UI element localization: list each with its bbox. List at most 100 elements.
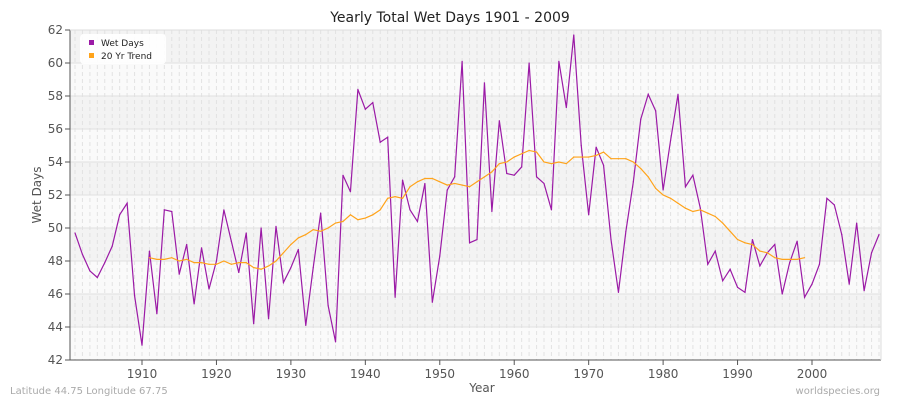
data-point-trend	[297, 237, 299, 239]
grid-band	[70, 96, 881, 129]
footer-source: worldspecies.org	[796, 386, 880, 397]
data-point-wet-days	[215, 260, 218, 262]
data-point-wet-days	[811, 283, 813, 285]
data-point-wet-days	[141, 344, 143, 346]
x-tick-label: 1910	[127, 367, 158, 381]
data-point-trend	[230, 263, 232, 265]
data-point-trend	[327, 227, 329, 229]
chart-title: Yearly Total Wet Days 1901 - 2009	[329, 10, 570, 26]
data-point-trend	[729, 230, 731, 232]
x-tick-label: 1930	[276, 367, 307, 381]
data-point-wet-days	[677, 93, 679, 95]
y-tick-label: 48	[48, 254, 63, 268]
grid-band	[70, 327, 881, 360]
data-point-wet-days	[722, 280, 724, 282]
data-point-wet-days	[178, 273, 180, 275]
data-point-trend	[662, 194, 664, 196]
data-point-wet-days	[468, 242, 471, 244]
x-tick-label: 1990	[722, 367, 753, 381]
y-tick-label: 50	[48, 221, 63, 235]
data-point-wet-days	[736, 286, 739, 288]
data-point-wet-days	[856, 222, 858, 224]
x-tick-label: 1950	[425, 367, 456, 381]
data-point-wet-days	[521, 166, 523, 168]
data-point-trend	[282, 252, 285, 254]
data-point-wet-days	[89, 270, 91, 272]
data-point-trend	[275, 260, 277, 262]
grid-band	[70, 162, 881, 195]
data-point-wet-days	[416, 220, 419, 222]
data-point-trend	[342, 220, 344, 222]
data-point-trend	[424, 177, 426, 180]
data-point-wet-days	[81, 253, 84, 255]
data-point-trend	[610, 158, 612, 160]
data-point-trend	[625, 158, 627, 160]
data-point-wet-days	[640, 118, 642, 120]
data-point-trend	[677, 202, 679, 204]
data-point-wet-days	[617, 291, 620, 293]
data-point-wet-days	[550, 209, 553, 211]
y-tick-label: 60	[48, 56, 63, 70]
grid-band	[70, 129, 881, 162]
data-point-trend	[655, 187, 657, 189]
data-point-trend	[528, 149, 530, 152]
data-point-wet-days	[699, 207, 701, 209]
data-point-trend	[193, 262, 195, 264]
data-point-trend	[364, 217, 366, 219]
data-point-wet-days	[74, 232, 76, 234]
data-point-trend	[439, 181, 441, 183]
data-point-trend	[699, 209, 701, 211]
grid-band	[70, 294, 881, 327]
x-axis-label: Year	[468, 381, 494, 395]
y-tick-label: 56	[48, 122, 63, 136]
data-point-trend	[774, 257, 776, 259]
data-point-wet-days	[707, 263, 709, 265]
y-tick-label: 46	[48, 287, 63, 301]
data-point-trend	[163, 258, 165, 260]
data-point-trend	[238, 262, 240, 264]
data-point-wet-days	[223, 209, 225, 211]
data-point-trend	[454, 182, 456, 185]
data-point-trend	[409, 186, 411, 188]
data-point-trend	[178, 260, 180, 262]
data-point-wet-days	[714, 250, 716, 252]
data-point-wet-days	[327, 304, 329, 307]
data-point-wet-days	[848, 283, 850, 285]
data-point-wet-days	[253, 323, 255, 325]
data-point-wet-days	[535, 176, 538, 178]
data-point-trend	[781, 258, 783, 260]
data-point-trend	[766, 252, 768, 254]
data-point-trend	[446, 184, 448, 186]
data-point-trend	[565, 163, 567, 165]
x-tick-label: 1920	[201, 367, 232, 381]
data-point-trend	[632, 161, 634, 163]
data-point-wet-days	[625, 230, 627, 232]
data-point-trend	[223, 260, 225, 262]
data-point-wet-days	[729, 268, 731, 270]
data-point-wet-days	[357, 88, 359, 90]
data-point-wet-days	[461, 60, 463, 62]
data-point-trend	[215, 263, 218, 265]
x-tick-label: 1960	[499, 367, 530, 381]
data-point-trend	[290, 243, 292, 246]
data-point-wet-days	[454, 176, 456, 178]
data-point-wet-days	[774, 243, 776, 246]
data-point-trend	[736, 238, 739, 241]
data-point-trend	[483, 176, 486, 178]
data-point-trend	[692, 210, 694, 213]
data-point-trend	[595, 154, 597, 156]
data-point-trend	[171, 257, 173, 259]
data-point-trend	[394, 196, 396, 198]
data-point-trend	[558, 161, 560, 163]
data-point-trend	[543, 161, 545, 163]
data-point-wet-days	[104, 262, 106, 264]
grid-band	[70, 30, 881, 63]
data-point-trend	[602, 151, 605, 153]
data-point-wet-days	[372, 102, 374, 104]
data-point-trend	[416, 181, 419, 183]
data-point-trend	[759, 250, 761, 252]
data-point-wet-days	[610, 238, 612, 241]
data-point-wet-days	[506, 172, 508, 175]
data-point-trend	[148, 257, 151, 259]
